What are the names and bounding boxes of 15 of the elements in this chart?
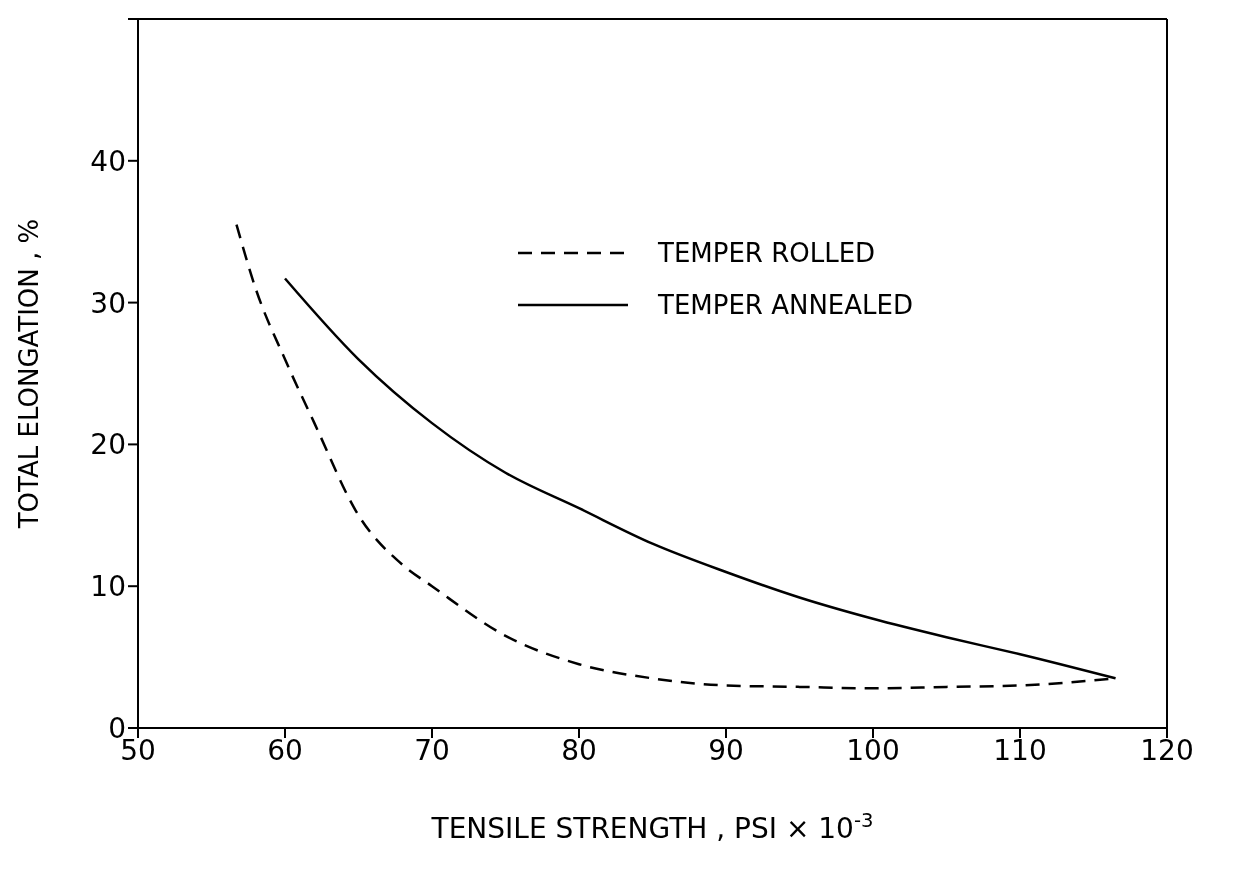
y-tick-label: 10 (90, 570, 126, 604)
legend-label: TEMPER ANNEALED (658, 290, 914, 320)
x-tick-label: 70 (414, 733, 450, 767)
y-axis-title: TOTAL ELONGATION , % (14, 218, 44, 530)
x-tick-label: 100 (846, 733, 900, 767)
legend-label: TEMPER ROLLED (658, 238, 876, 268)
y-tick-label: 40 (90, 144, 126, 178)
x-tick-label: 110 (993, 733, 1047, 767)
x-tick-label: 60 (267, 733, 303, 767)
y-tick-label: 20 (90, 428, 126, 462)
x-tick-label: 80 (561, 733, 597, 767)
x-axis-title: TENSILE STRENGTH , PSI × 10$^{-3}$ (430, 808, 874, 845)
x-tick-label: 120 (1140, 733, 1194, 767)
y-tick-label: 30 (90, 286, 126, 320)
x-tick-label: 90 (708, 733, 744, 767)
